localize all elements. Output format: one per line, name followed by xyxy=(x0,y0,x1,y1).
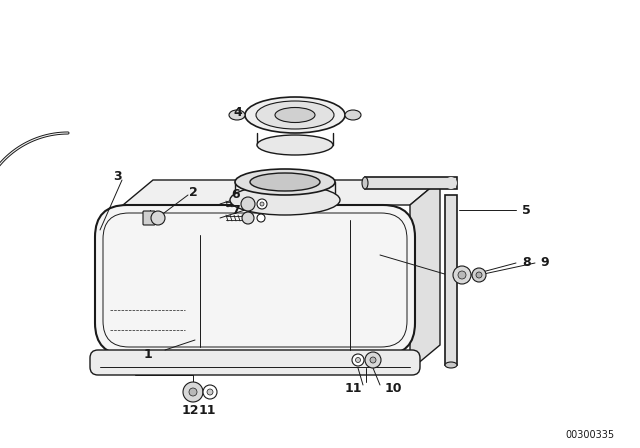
Polygon shape xyxy=(123,180,440,205)
Circle shape xyxy=(183,382,203,402)
Polygon shape xyxy=(410,180,440,370)
Text: 4: 4 xyxy=(233,105,242,119)
Ellipse shape xyxy=(230,185,340,215)
Text: 7: 7 xyxy=(231,203,240,216)
Text: 00300335: 00300335 xyxy=(565,430,614,440)
Text: 1: 1 xyxy=(143,348,152,361)
Text: 11: 11 xyxy=(344,382,362,395)
Circle shape xyxy=(242,212,254,224)
Circle shape xyxy=(365,352,381,368)
Ellipse shape xyxy=(445,177,457,189)
Circle shape xyxy=(355,358,360,362)
Ellipse shape xyxy=(445,362,457,368)
Circle shape xyxy=(207,389,213,395)
Circle shape xyxy=(458,271,466,279)
Circle shape xyxy=(151,211,165,225)
Polygon shape xyxy=(365,177,457,189)
Text: 11: 11 xyxy=(198,404,216,417)
Circle shape xyxy=(189,388,197,396)
Ellipse shape xyxy=(245,97,345,133)
Circle shape xyxy=(257,199,267,209)
Text: 10: 10 xyxy=(385,382,403,395)
Text: 12: 12 xyxy=(181,404,199,417)
Circle shape xyxy=(472,268,486,282)
Circle shape xyxy=(260,202,264,206)
Ellipse shape xyxy=(229,110,245,120)
Polygon shape xyxy=(445,195,457,365)
Text: 3: 3 xyxy=(113,171,122,184)
Ellipse shape xyxy=(257,135,333,155)
Circle shape xyxy=(352,354,364,366)
Ellipse shape xyxy=(256,101,334,129)
Circle shape xyxy=(476,272,482,278)
Ellipse shape xyxy=(362,177,368,189)
Text: 2: 2 xyxy=(189,185,197,198)
Text: 6: 6 xyxy=(232,188,240,201)
Ellipse shape xyxy=(345,110,361,120)
FancyBboxPatch shape xyxy=(143,211,155,225)
Circle shape xyxy=(370,357,376,363)
Text: 8: 8 xyxy=(522,257,531,270)
Ellipse shape xyxy=(250,173,320,191)
Circle shape xyxy=(203,385,217,399)
Ellipse shape xyxy=(235,169,335,195)
Circle shape xyxy=(257,214,265,222)
Text: 9: 9 xyxy=(540,257,548,270)
Circle shape xyxy=(453,266,471,284)
Text: 5: 5 xyxy=(522,203,531,216)
FancyBboxPatch shape xyxy=(95,205,415,355)
Circle shape xyxy=(241,197,255,211)
FancyBboxPatch shape xyxy=(90,350,420,375)
Ellipse shape xyxy=(275,108,315,122)
